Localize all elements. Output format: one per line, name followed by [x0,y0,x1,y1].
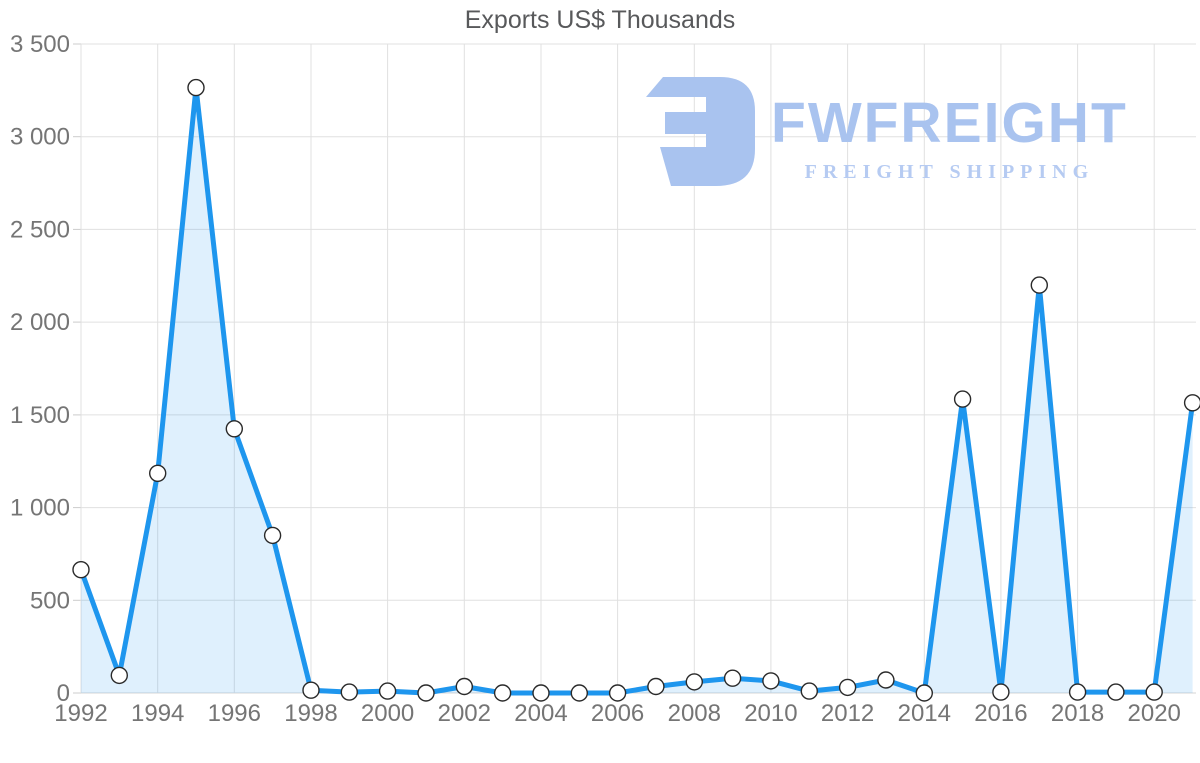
x-tick-label: 2014 [898,700,951,727]
x-tick-label: 2012 [821,700,874,727]
y-tick-label: 0 [57,680,70,707]
data-point-1994[interactable] [148,464,167,482]
data-point-2006[interactable] [608,684,627,702]
chart-title: Exports US$ Thousands [464,6,736,34]
data-point-2009[interactable] [723,669,742,687]
watermark-logo: FWFREIGHT FREIGHT SHIPPING [644,71,1128,187]
data-point-2012[interactable] [838,678,857,697]
data-point-2004[interactable] [532,684,550,702]
data-point-2000[interactable] [378,682,397,700]
x-tick-label: 2000 [361,700,414,727]
y-tick-label: 1 500 [10,402,70,429]
x-tick-label: 2010 [744,700,797,727]
x-tick-label: 2002 [438,700,491,727]
x-tick-label: 1994 [131,700,184,727]
series-line [78,85,1196,696]
x-tick-label: 2016 [974,700,1027,727]
data-point-1995[interactable] [187,78,205,97]
data-point-2019[interactable] [1107,683,1125,701]
data-point-2017[interactable] [1030,276,1049,294]
data-point-1998[interactable] [302,681,320,699]
watermark-brand-text: FWFREIGHT [771,91,1128,155]
fwfreight-mark-shape [646,77,755,186]
x-tick-label: 2020 [1128,700,1181,727]
y-tick-label: 1 000 [10,495,70,522]
data-point-2020[interactable] [1145,683,1163,701]
data-point-2010[interactable] [762,672,780,690]
data-point-2003[interactable] [493,684,512,702]
data-point-1999[interactable] [340,683,358,701]
y-tick-label: 3 500 [10,31,70,58]
x-tick-label: 2006 [591,700,644,727]
data-point-2014[interactable] [915,684,933,702]
x-tick-label: 2018 [1051,700,1104,727]
x-tick-label: 2004 [514,700,567,727]
data-point-2016[interactable] [992,683,1010,701]
data-point-2015[interactable] [953,390,972,408]
data-point-1993[interactable] [110,666,129,685]
data-point-2002[interactable] [455,677,473,696]
watermark-tagline-text: FREIGHT SHIPPING [804,161,1095,183]
data-point-1992[interactable] [72,561,90,579]
data-point-2001[interactable] [417,684,435,702]
x-tick-label: 2008 [668,700,721,727]
y-tick-label: 3 000 [10,124,70,151]
data-point-1997[interactable] [263,526,282,545]
y-tick-label: 2 500 [10,216,70,243]
data-point-2018[interactable] [1068,683,1087,701]
data-point-1996[interactable] [225,420,244,438]
watermark-text-block: FWFREIGHT FREIGHT SHIPPING [771,95,1128,184]
data-point-2013[interactable] [877,671,895,689]
y-tick-label: 2 000 [10,309,70,336]
data-point-2011[interactable] [800,682,818,700]
y-tick-label: 500 [30,587,70,614]
data-point-2007[interactable] [647,677,665,696]
x-tick-label: 1992 [54,700,107,727]
data-point-2005[interactable] [570,684,588,702]
x-tick-label: 1998 [284,700,337,727]
fwfreight-mark-icon [646,77,755,186]
data-point-2021[interactable] [1183,394,1200,412]
x-tick-label: 1996 [208,700,261,727]
data-point-2008[interactable] [685,673,703,691]
